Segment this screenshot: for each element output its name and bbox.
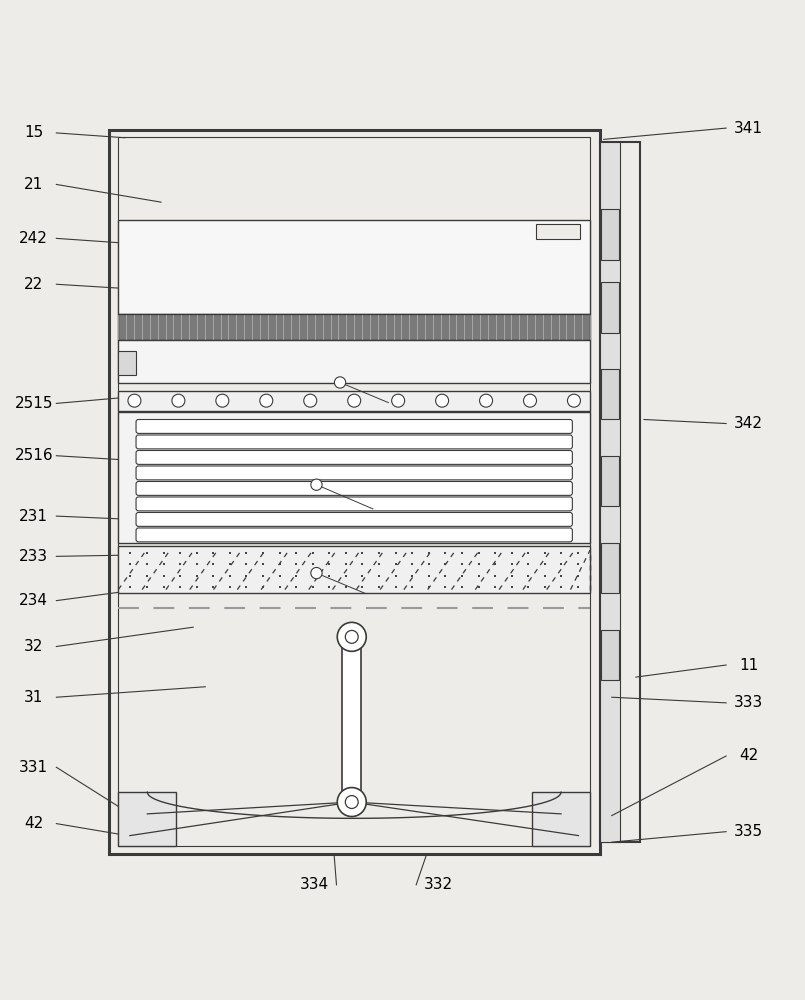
Circle shape [345, 630, 358, 643]
Bar [118, 412, 590, 543]
Bar [118, 792, 176, 846]
Text: 2516: 2516 [14, 448, 53, 463]
FancyBboxPatch shape [136, 450, 572, 464]
FancyBboxPatch shape [136, 420, 572, 433]
Text: 31: 31 [24, 690, 43, 705]
Circle shape [480, 394, 493, 407]
Bar [600, 142, 620, 842]
Bar [601, 369, 619, 419]
Circle shape [311, 479, 322, 490]
Text: 341: 341 [734, 121, 763, 136]
Text: 333: 333 [734, 695, 763, 710]
Text: 15: 15 [24, 125, 43, 140]
Text: 11: 11 [739, 658, 758, 673]
FancyBboxPatch shape [136, 481, 572, 495]
Text: 42: 42 [739, 748, 758, 763]
Bar [118, 391, 590, 411]
Text: 331: 331 [19, 760, 48, 775]
Bar [118, 137, 590, 846]
Circle shape [334, 377, 345, 388]
Bar [601, 543, 619, 593]
Circle shape [523, 394, 536, 407]
Bar [536, 224, 580, 239]
FancyBboxPatch shape [136, 512, 572, 526]
Text: 22: 22 [24, 277, 43, 292]
Text: 42: 42 [24, 816, 43, 831]
FancyBboxPatch shape [136, 497, 572, 511]
FancyBboxPatch shape [136, 435, 572, 449]
Bar [532, 792, 590, 846]
Bar [118, 340, 590, 383]
FancyBboxPatch shape [136, 528, 572, 542]
Circle shape [128, 394, 141, 407]
Circle shape [348, 394, 361, 407]
Text: 233: 233 [19, 549, 48, 564]
Circle shape [345, 796, 358, 808]
Bar [118, 314, 590, 340]
Circle shape [337, 788, 366, 817]
Bar [601, 282, 619, 333]
Text: 234: 234 [19, 593, 48, 608]
Circle shape [392, 394, 405, 407]
Circle shape [303, 394, 316, 407]
Bar [600, 142, 640, 842]
Circle shape [216, 394, 229, 407]
Text: 2515: 2515 [14, 396, 53, 411]
Circle shape [311, 567, 322, 579]
Bar [601, 209, 619, 260]
Bar [118, 546, 590, 593]
Circle shape [172, 394, 185, 407]
Text: 335: 335 [734, 824, 763, 839]
Circle shape [568, 394, 580, 407]
Bar [118, 220, 590, 314]
Text: 21: 21 [24, 177, 43, 192]
Bar [118, 351, 136, 375]
FancyBboxPatch shape [136, 466, 572, 480]
Bar [601, 630, 619, 680]
Text: 242: 242 [19, 231, 48, 246]
Polygon shape [342, 637, 361, 802]
Circle shape [260, 394, 273, 407]
Text: 231: 231 [19, 509, 48, 524]
Text: 334: 334 [299, 877, 328, 892]
Circle shape [436, 394, 448, 407]
Text: 32: 32 [24, 639, 43, 654]
Circle shape [337, 622, 366, 651]
Text: 342: 342 [734, 416, 763, 431]
Bar [109, 130, 600, 854]
Bar [601, 456, 619, 506]
Text: 332: 332 [424, 877, 453, 892]
